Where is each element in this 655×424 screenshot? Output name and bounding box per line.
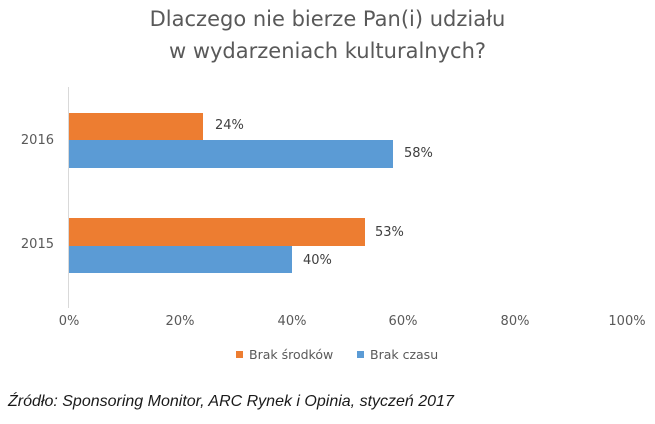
- legend-item-brak-srodkow: Brak środków: [236, 345, 333, 363]
- chart-legend: Brak środków Brak czasu: [0, 345, 655, 363]
- legend-label-brak-czasu: Brak czasu: [370, 346, 439, 362]
- value-label-2015-brak-czasu: 40%: [303, 253, 332, 268]
- x-tick-40: 40%: [277, 314, 307, 329]
- y-category-2015: 2015: [20, 237, 54, 252]
- bar-2015-brak-czasu: [69, 246, 292, 273]
- chart-title-line-1: Dlaczego nie bierze Pan(i) udziału: [149, 7, 506, 31]
- x-tick-0: 0%: [58, 314, 80, 329]
- legend-swatch-blue-icon: [357, 350, 364, 358]
- source-note: Źródło: Sponsoring Monitor, ARC Rynek i …: [8, 393, 454, 410]
- legend-item-brak-czasu: Brak czasu: [357, 345, 438, 363]
- x-tick-80: 80%: [500, 314, 530, 329]
- y-axis-line: [68, 87, 69, 308]
- legend-swatch-orange-icon: [236, 350, 243, 358]
- value-label-2016-brak-srodkow: 24%: [215, 118, 244, 133]
- chart-title-line-2: w wydarzeniach kulturalnych?: [168, 39, 487, 63]
- x-tick-100: 100%: [608, 314, 646, 329]
- x-tick-60: 60%: [388, 314, 418, 329]
- y-category-2016: 2016: [20, 133, 54, 148]
- value-label-2016-brak-czasu: 58%: [404, 146, 433, 161]
- bar-2015-brak-srodkow: [69, 218, 365, 246]
- legend-label-brak-srodkow: Brak środków: [249, 346, 334, 362]
- bar-2016-brak-srodkow: [69, 113, 203, 140]
- bar-2016-brak-czasu: [69, 140, 393, 168]
- value-label-2015-brak-srodkow: 53%: [375, 225, 404, 240]
- x-tick-20: 20%: [165, 314, 195, 329]
